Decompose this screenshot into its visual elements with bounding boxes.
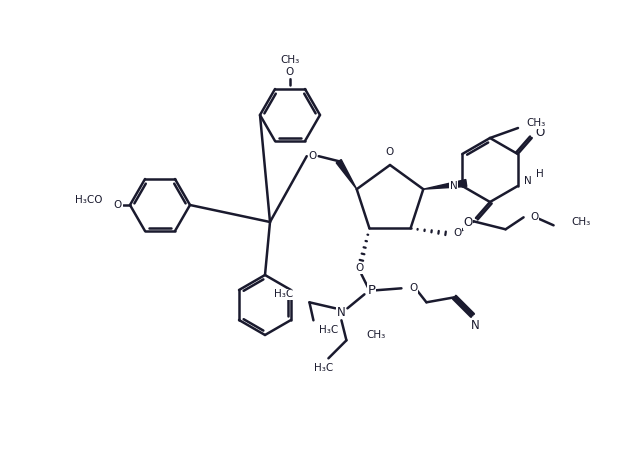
Polygon shape <box>423 180 467 189</box>
Text: H: H <box>536 169 543 179</box>
Text: N: N <box>524 176 531 186</box>
Text: N: N <box>337 306 346 319</box>
Text: H₃CO: H₃CO <box>74 195 102 205</box>
Text: O: O <box>463 217 472 229</box>
Text: O: O <box>410 283 418 293</box>
Text: H₃C: H₃C <box>274 290 293 299</box>
Text: O: O <box>308 151 317 161</box>
Text: H₃C: H₃C <box>319 325 339 335</box>
Text: O: O <box>454 228 462 238</box>
Text: P: P <box>367 284 376 297</box>
Text: O: O <box>531 212 539 222</box>
Text: O: O <box>114 200 122 210</box>
Text: O: O <box>386 147 394 157</box>
Text: CH₃: CH₃ <box>280 55 300 65</box>
Polygon shape <box>336 159 356 189</box>
Text: O: O <box>286 67 294 77</box>
Text: H₃C: H₃C <box>314 363 333 373</box>
Text: O: O <box>355 263 364 274</box>
Text: N: N <box>449 181 458 191</box>
Text: CH₃: CH₃ <box>572 217 591 227</box>
Text: O: O <box>535 126 545 140</box>
Text: CH₃: CH₃ <box>367 330 386 340</box>
Text: CH₃: CH₃ <box>526 118 546 128</box>
Text: N: N <box>471 319 480 332</box>
